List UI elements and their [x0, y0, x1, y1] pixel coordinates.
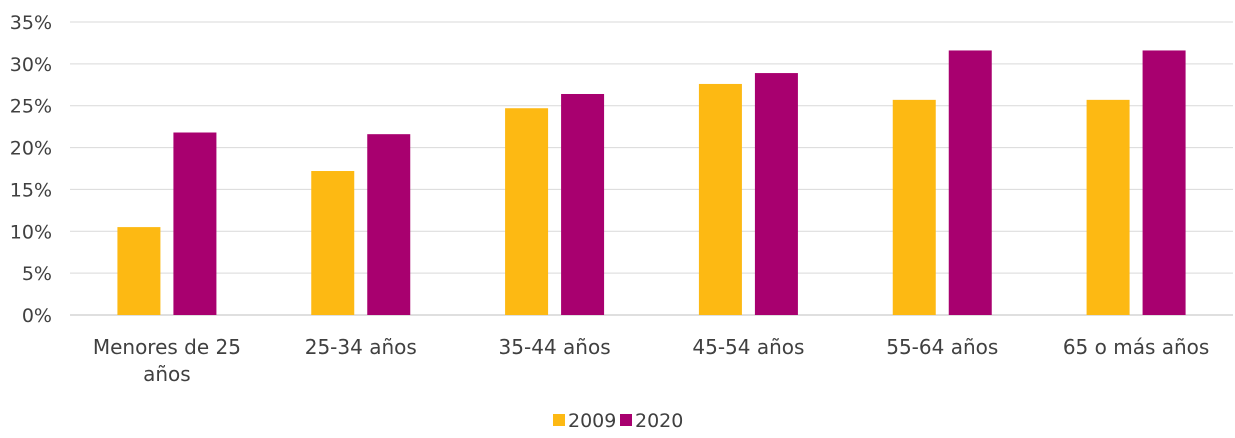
gridlines [70, 21, 1233, 316]
x-category-label: años [143, 362, 191, 386]
legend-swatch-2020 [620, 414, 632, 426]
bar-2020-1 [367, 134, 411, 315]
bar-2020-4 [948, 50, 992, 315]
y-tick-label: 20% [10, 138, 52, 160]
x-category-label: 35-44 años [499, 335, 611, 359]
bar-2009-3 [698, 83, 742, 315]
bar-2009-1 [311, 171, 355, 315]
x-category-label: Menores de 25 [93, 335, 241, 359]
bar-2009-4 [892, 99, 936, 316]
x-category-label: 55-64 años [886, 335, 998, 359]
legend-label-2020: 2020 [635, 410, 683, 432]
y-tick-label: 35% [10, 12, 52, 34]
bar-2009-5 [1086, 99, 1130, 316]
y-tick-label: 15% [10, 179, 52, 201]
y-tick-label: 10% [10, 221, 52, 243]
y-tick-label: 5% [22, 263, 52, 285]
legend-swatch-2009 [553, 414, 565, 426]
x-category-label: 65 o más años [1063, 335, 1210, 359]
x-category-label: 25-34 años [305, 335, 417, 359]
bars [117, 50, 1186, 316]
x-axis-categories: Menores de 25 años 25-34 años 35-44 años 45-… [93, 335, 1210, 386]
y-tick-label: 30% [10, 54, 52, 76]
y-tick-label: 25% [10, 96, 52, 118]
y-axis-ticks: 0% 5% 10% 15% 20% 25% 30% 35% [10, 12, 52, 327]
x-category-label: 45-54 años [692, 335, 804, 359]
legend: 2009 2020 [553, 410, 683, 432]
bar-2020-3 [754, 73, 798, 316]
bar-2020-0 [173, 132, 217, 315]
bar-2009-2 [505, 108, 549, 316]
bar-2009-0 [117, 227, 161, 315]
legend-label-2009: 2009 [568, 410, 616, 432]
y-tick-label: 0% [22, 305, 52, 327]
bar-2020-2 [561, 93, 605, 315]
bar-2020-5 [1142, 50, 1186, 315]
